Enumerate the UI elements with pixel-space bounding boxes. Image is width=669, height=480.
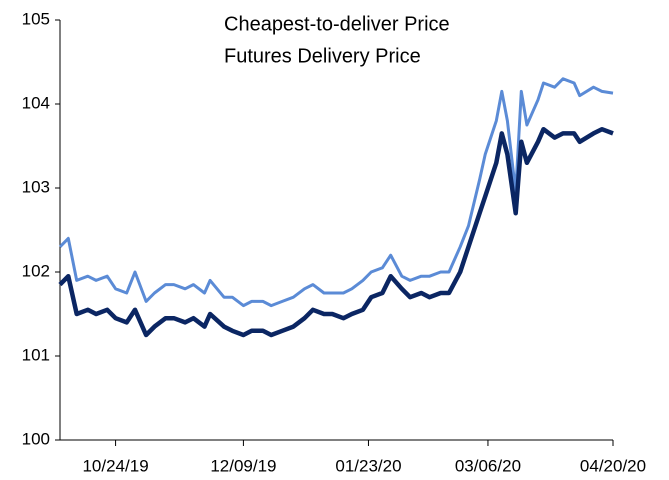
legend-entry: Futures Delivery Price (224, 45, 421, 67)
x-tick-label: 01/23/20 (335, 456, 401, 475)
y-tick-label: 101 (22, 345, 50, 364)
y-tick-label: 104 (22, 93, 50, 112)
x-tick-label: 03/06/20 (455, 456, 521, 475)
y-tick-label: 103 (22, 177, 50, 196)
legend-entry: Cheapest-to-deliver Price (224, 13, 450, 35)
series-line (58, 77, 614, 308)
x-tick-label: 12/09/19 (210, 456, 276, 475)
y-tick-label: 100 (22, 429, 50, 448)
x-tick-label: 04/20/20 (580, 456, 646, 475)
series-line (58, 126, 614, 338)
x-tick-label: 10/24/19 (82, 456, 148, 475)
y-tick-label: 105 (22, 9, 50, 28)
y-tick-label: 102 (22, 261, 50, 280)
